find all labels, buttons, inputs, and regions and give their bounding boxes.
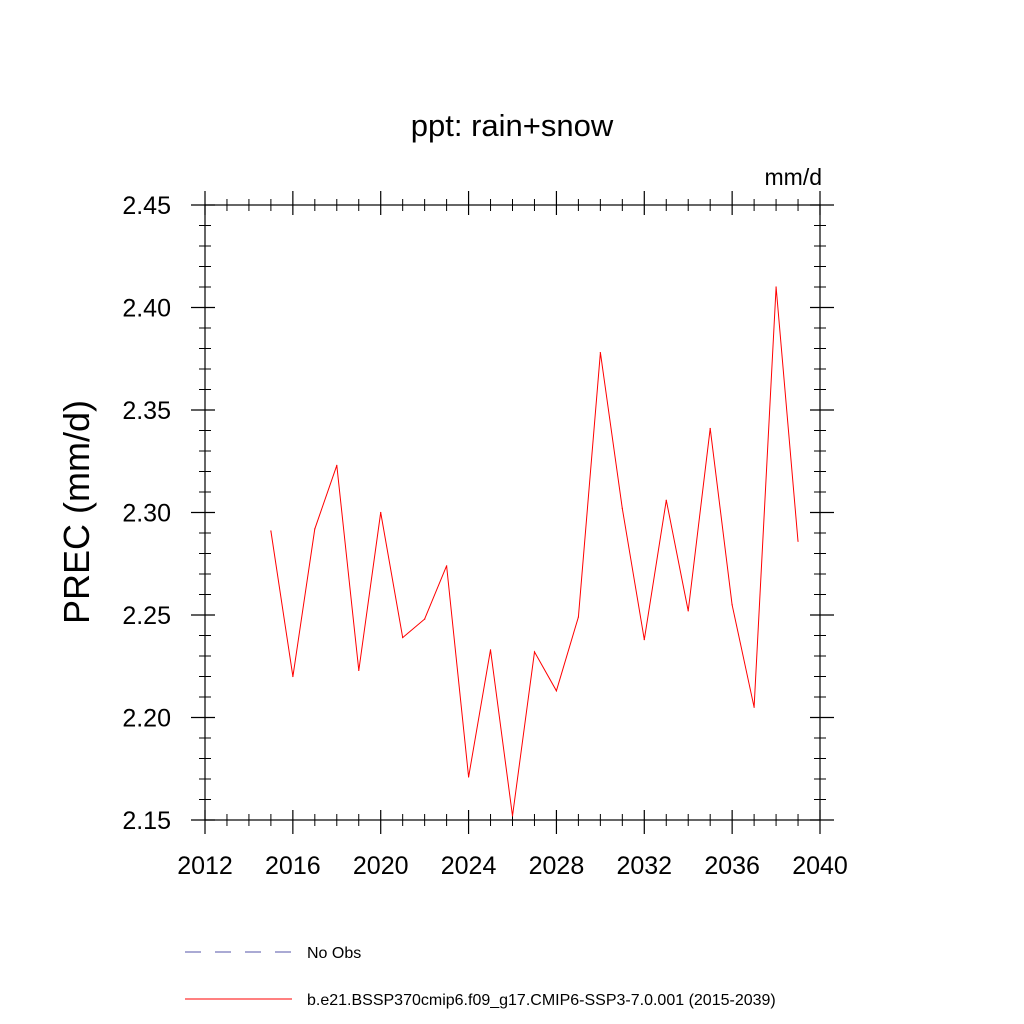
- y-tick-label: 2.40: [122, 295, 171, 323]
- y-tick-label: 2.30: [122, 500, 171, 528]
- data-point: [292, 675, 294, 678]
- data-point: [446, 565, 448, 567]
- data-point: [467, 776, 470, 778]
- y-tick-label: 2.20: [122, 705, 171, 733]
- axis-tick-labels: 2012 2016 2020 2024 2028 2032 2036 2040 2.15 2.20…: [122, 192, 847, 880]
- data-point: [380, 511, 382, 514]
- data-point: [687, 610, 689, 612]
- data-point: [577, 616, 579, 618]
- data-point: [643, 639, 645, 641]
- x-tick-label: 2012: [177, 852, 233, 880]
- y-tick-label: 2.15: [122, 807, 171, 835]
- data-point: [797, 540, 799, 542]
- data-point: [665, 499, 667, 501]
- data-point: [533, 651, 536, 653]
- data-point: [731, 604, 733, 606]
- legend-label: No Obs: [307, 945, 361, 962]
- y-tick-label: 2.45: [122, 192, 171, 220]
- axis-ticks: [191, 191, 834, 834]
- data-point: [358, 669, 360, 671]
- data-point: [314, 528, 316, 530]
- data-point: [621, 507, 623, 509]
- x-tick-label: 2016: [265, 852, 321, 880]
- data-point: [511, 815, 514, 817]
- y-tick-label: 2.35: [122, 397, 171, 425]
- x-tick-label: 2024: [441, 852, 497, 880]
- data-point: [753, 706, 755, 708]
- x-tick-label: 2036: [704, 852, 760, 880]
- units-label: mm/d: [765, 164, 823, 190]
- data-point: [424, 618, 426, 620]
- legend-label: b.e21.BSSP370cmip6.f09_g17.CMIP6-SSP3-7.…: [307, 992, 776, 1009]
- x-tick-label: 2028: [529, 852, 585, 880]
- data-point: [709, 427, 711, 430]
- data-point: [489, 649, 492, 651]
- series-line: [270, 286, 799, 816]
- data-point: [555, 690, 558, 692]
- x-tick-label: 2032: [616, 852, 672, 880]
- y-axis-label: PREC (mm/d): [56, 400, 97, 624]
- data-point: [599, 352, 601, 354]
- x-tick-label: 2040: [792, 852, 848, 880]
- legend: No Obs b.e21.BSSP370cmip6.f09_g17.CMIP6-S…: [185, 945, 776, 1009]
- data-point: [270, 530, 272, 532]
- y-tick-label: 2.25: [122, 602, 171, 630]
- chart-title: ppt: rain+snow: [411, 108, 614, 143]
- data-point: [336, 464, 338, 466]
- data-series: [270, 286, 799, 817]
- x-tick-label: 2020: [353, 852, 409, 880]
- data-point: [775, 286, 777, 288]
- plot-frame: [204, 204, 821, 821]
- data-point: [402, 636, 404, 639]
